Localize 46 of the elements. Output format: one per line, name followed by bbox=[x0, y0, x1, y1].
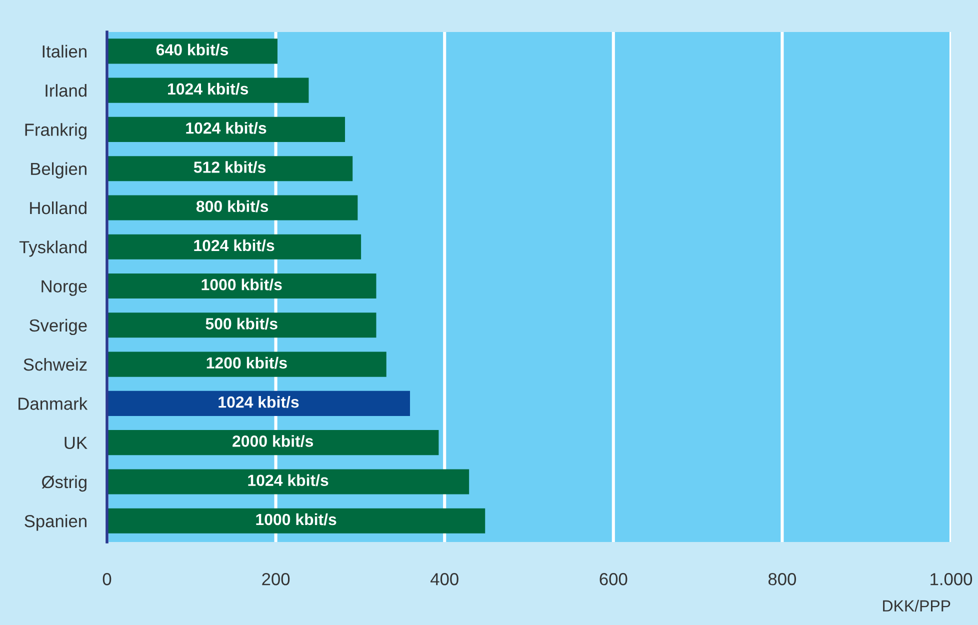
bar bbox=[107, 469, 470, 494]
annotation: 1024 kbit/s bbox=[218, 396, 299, 408]
annotation: 2000 kbit/s bbox=[232, 435, 314, 448]
y-tick-label: Spanien bbox=[24, 514, 86, 531]
y-tick-label: Belgien bbox=[31, 162, 86, 178]
x-tick-label: 0 bbox=[102, 573, 112, 586]
y-tick-label: Schweiz bbox=[24, 358, 87, 371]
y-tick-label: Holland bbox=[30, 201, 86, 214]
bar bbox=[107, 273, 376, 299]
annotation: 500 kbit/s bbox=[206, 318, 278, 330]
bar bbox=[107, 312, 376, 338]
bar bbox=[107, 352, 386, 377]
annotation: 800 kbit/s bbox=[196, 200, 268, 212]
bar bbox=[107, 38, 278, 64]
y-tick-label: Tyskland bbox=[19, 240, 86, 257]
y-tick-label: Danmark bbox=[18, 397, 88, 410]
y-tick-label: Østrig bbox=[42, 475, 86, 492]
y-tick-label: Norge bbox=[42, 280, 87, 296]
x-tick-label: 1.000 bbox=[930, 573, 972, 586]
annotation: 1024 kbit/s bbox=[186, 122, 266, 134]
annotation: 1024 kbit/s bbox=[168, 82, 248, 95]
bar bbox=[107, 508, 486, 534]
x-tick-label: 600 bbox=[600, 573, 628, 586]
bar bbox=[107, 195, 358, 220]
bar bbox=[107, 116, 346, 142]
annotation: 1000 kbit/s bbox=[256, 513, 336, 526]
annotation: 1024 kbit/s bbox=[194, 239, 274, 252]
y-tick-label: Italien bbox=[42, 44, 86, 58]
y-tick-label: Sverige bbox=[29, 318, 87, 336]
bar bbox=[107, 234, 362, 260]
annotation: 640 kbit/s bbox=[156, 44, 228, 56]
bar bbox=[107, 390, 410, 416]
y-tick-label: Frankrig bbox=[25, 123, 86, 140]
x-tick-label: 800 bbox=[768, 573, 796, 586]
annotation: 1000 kbit/s bbox=[202, 278, 282, 290]
x-tick-label: 400 bbox=[430, 573, 458, 586]
bar bbox=[107, 78, 309, 103]
y-tick-label: UK bbox=[64, 436, 88, 450]
annotation: 1024 kbit/s bbox=[248, 474, 328, 486]
annotation: 1200 kbit/s bbox=[206, 356, 287, 369]
annotation: 512 kbit/s bbox=[194, 161, 266, 174]
y-tick-label: Irland bbox=[46, 84, 86, 97]
x-tick-label: 200 bbox=[262, 573, 290, 586]
bar bbox=[107, 430, 439, 456]
x-axis-title: DKK/PPP bbox=[883, 600, 950, 612]
bar bbox=[107, 156, 353, 182]
